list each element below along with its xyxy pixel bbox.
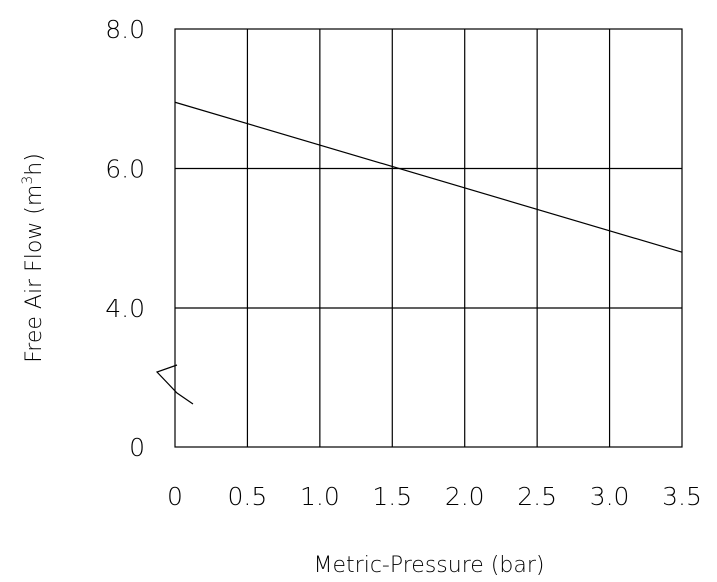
y-tick-label: 0	[129, 433, 145, 462]
x-tick-label: 3.0	[590, 482, 630, 511]
x-tick-labels: 0 0.5 1.0 1.5 2.0 2.5 3.0 3.5	[167, 482, 702, 511]
x-tick-label: 3.5	[662, 482, 702, 511]
y-tick-label: 8.0	[105, 15, 145, 44]
x-axis-label: Metric-Pressure (bar)	[314, 553, 545, 578]
x-tick-label: 0.5	[228, 482, 268, 511]
series-layer	[174, 101, 683, 253]
y-axis-label-superscript: 3	[20, 176, 36, 185]
grid	[174, 28, 683, 448]
x-tick-label: 2.0	[445, 482, 485, 511]
plot-frame	[174, 28, 683, 448]
y-axis-break-mark	[155, 364, 194, 405]
y-tick-label: 6.0	[105, 155, 145, 184]
x-tick-label: 1.0	[300, 482, 340, 511]
y-tick-labels: 0 4.0 6.0 8.0	[105, 15, 145, 462]
y-axis-label: Free Air Flow (m3h)	[20, 153, 47, 363]
x-tick-label: 1.5	[372, 482, 412, 511]
series-line	[174, 101, 683, 253]
y-axis-label-suffix: h)	[22, 153, 47, 176]
x-tick-label: 2.5	[517, 482, 557, 511]
y-tick-label: 4.0	[105, 294, 145, 323]
x-tick-label: 0	[167, 482, 183, 511]
y-axis-label-prefix: Free Air Flow (m	[22, 185, 47, 363]
